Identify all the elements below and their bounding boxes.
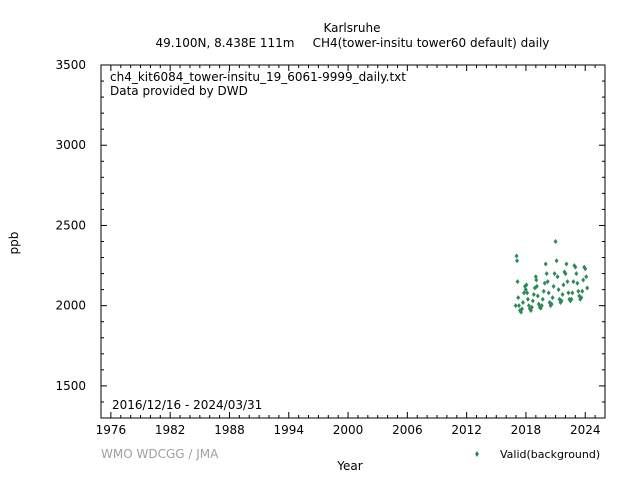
data-point <box>543 261 548 267</box>
data-point <box>584 274 589 280</box>
data-point <box>560 291 565 297</box>
data-point <box>585 285 590 291</box>
data-point <box>549 301 554 307</box>
data-point <box>544 271 549 277</box>
data-point <box>573 264 578 270</box>
data-point <box>551 283 556 289</box>
x-tick-label: 1994 <box>273 423 304 437</box>
x-tick-label: 2006 <box>392 423 423 437</box>
dataset-description: CH4(tower-insitu tower60 default) daily <box>313 36 550 50</box>
data-point <box>570 290 575 296</box>
data-point <box>575 280 580 286</box>
data-point <box>525 290 530 296</box>
axis-ticks: 1976 1982 1988 1994 2000 2006 2012 2018 2024 1500… <box>55 58 606 437</box>
data-point <box>529 304 534 310</box>
data-point <box>519 306 524 312</box>
data-point <box>579 295 584 301</box>
data-point <box>541 288 546 294</box>
data-point <box>545 279 550 285</box>
y-tick-label: 3000 <box>55 138 86 152</box>
file-label: ch4_kit6084_tower-insitu_19_6061-9999_da… <box>110 70 406 84</box>
data-point <box>571 279 576 285</box>
y-tick-label: 1500 <box>55 379 86 393</box>
data-point <box>546 290 551 296</box>
data-point <box>552 271 557 277</box>
y-tick-label: 2500 <box>55 218 86 232</box>
data-point <box>514 253 519 259</box>
data-point <box>521 290 526 296</box>
data-point <box>515 258 520 264</box>
x-tick-label: 2024 <box>570 423 601 437</box>
data-point <box>513 303 518 309</box>
x-tick-label: 1976 <box>96 423 127 437</box>
data-point <box>566 290 571 296</box>
data-point <box>580 288 585 294</box>
legend-marker-icon <box>475 451 479 457</box>
data-point <box>534 277 539 283</box>
data-point <box>524 282 529 288</box>
legend-series-label: Valid(background) <box>500 448 600 461</box>
x-tick-label: 2000 <box>333 423 364 437</box>
data-point <box>550 295 555 301</box>
data-point <box>569 296 574 302</box>
data-point <box>525 296 530 302</box>
plot-frame <box>100 64 606 419</box>
data-point <box>535 293 540 299</box>
data-point <box>520 299 525 305</box>
y-axis-label: ppb <box>7 232 21 255</box>
data-point <box>561 282 566 288</box>
credit-label: WMO WDCGG / JMA <box>101 447 219 461</box>
data-point <box>576 288 581 294</box>
x-tick-label: 1982 <box>155 423 186 437</box>
data-point <box>563 271 568 277</box>
data-point <box>515 279 520 285</box>
x-tick-label: 2018 <box>511 423 542 437</box>
data-point <box>564 261 569 267</box>
station-location: 49.100N, 8.438E 111m <box>156 36 295 50</box>
data-point <box>540 296 545 302</box>
data-point <box>556 287 561 293</box>
data-point <box>516 295 521 301</box>
data-point <box>574 271 579 277</box>
data-point <box>581 277 586 283</box>
data-point <box>559 298 564 304</box>
legend: Valid(background) <box>475 448 600 461</box>
data-point <box>565 279 570 285</box>
data-point <box>554 258 559 264</box>
data-point <box>539 303 544 309</box>
provider-label: Data provided by DWD <box>110 84 248 98</box>
data-point <box>531 291 536 297</box>
data-point <box>542 280 547 286</box>
x-axis-label: Year <box>336 459 362 473</box>
data-point <box>517 303 522 309</box>
x-tick-label: 2012 <box>451 423 482 437</box>
data-point <box>530 298 535 304</box>
data-point <box>583 266 588 272</box>
chart-title: Karlsruhe <box>323 21 380 35</box>
x-tick-label: 1988 <box>214 423 245 437</box>
y-tick-label: 2000 <box>55 299 86 313</box>
data-point <box>553 239 558 244</box>
data-points <box>513 239 590 315</box>
data-point <box>534 283 539 289</box>
data-point <box>555 274 560 280</box>
y-tick-label: 3500 <box>55 58 86 72</box>
period-label: 2016/12/16 - 2024/03/31 <box>112 398 262 412</box>
data-point <box>533 274 538 280</box>
